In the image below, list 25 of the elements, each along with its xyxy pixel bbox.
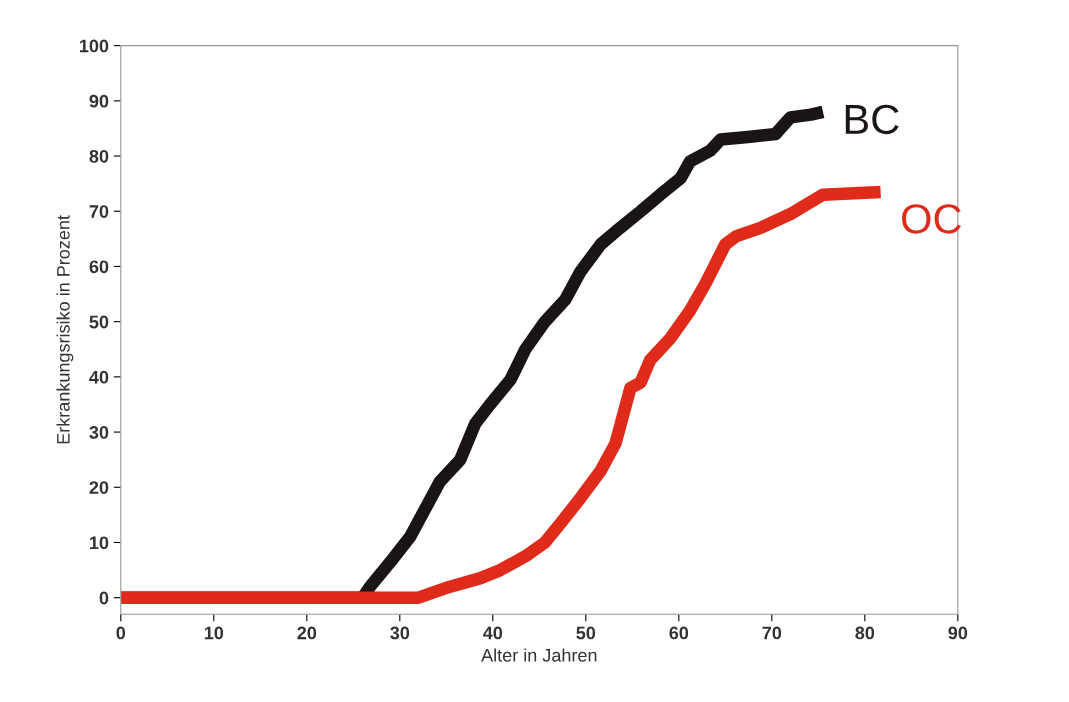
x-tick-label: 50 xyxy=(576,626,596,640)
y-tick-label: 50 xyxy=(89,315,109,329)
x-tick-label: 40 xyxy=(483,626,503,640)
x-tick-label: 20 xyxy=(297,626,317,640)
y-tick-label: 20 xyxy=(89,481,109,494)
y-tick-label: 80 xyxy=(89,149,109,163)
x-tick-label: 70 xyxy=(762,626,782,640)
y-tick-label: 0 xyxy=(99,591,109,605)
x-tick-label: 0 xyxy=(116,626,126,640)
x-axis-title: Alter in Jahren xyxy=(481,648,597,662)
y-tick-label: 90 xyxy=(89,94,109,108)
y-tick-label: 60 xyxy=(89,260,109,274)
y-tick-label: 40 xyxy=(89,370,109,384)
x-tick-label: 80 xyxy=(855,626,875,640)
y-tick-label: 30 xyxy=(89,426,109,439)
series-label: BC xyxy=(845,104,899,135)
x-tick-label: 30 xyxy=(390,626,410,640)
x-tick-label: 60 xyxy=(669,626,689,640)
y-tick-label: 10 xyxy=(90,536,109,550)
y-axis-title: Erkrankungsrisiko in Prozent xyxy=(56,215,74,444)
series-label: OC xyxy=(902,204,961,234)
y-tick-label: 100 xyxy=(80,39,109,53)
x-tick-label: 90 xyxy=(948,626,968,640)
x-tick-label: 10 xyxy=(204,626,224,640)
y-tick-label: 70 xyxy=(89,205,109,218)
